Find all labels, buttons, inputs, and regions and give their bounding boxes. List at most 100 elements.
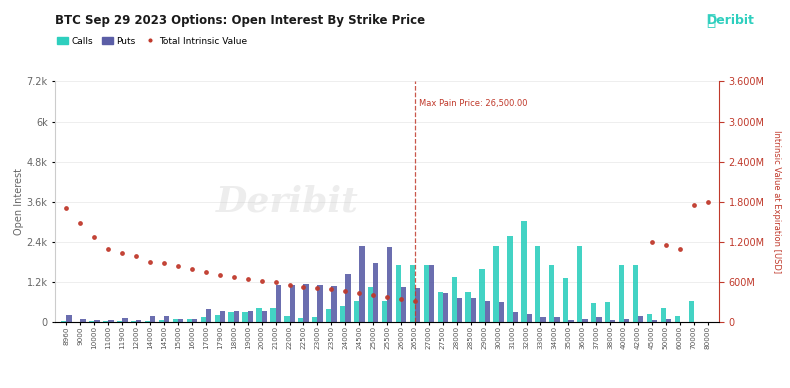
Bar bbox=[243, 312, 248, 322]
Bar bbox=[331, 286, 337, 322]
Bar bbox=[605, 302, 610, 322]
Bar bbox=[61, 321, 66, 322]
Bar bbox=[480, 269, 485, 322]
Point bbox=[325, 286, 337, 293]
Bar bbox=[610, 320, 615, 322]
Point bbox=[102, 246, 115, 252]
Point bbox=[395, 296, 408, 303]
Bar bbox=[465, 292, 471, 322]
Bar bbox=[387, 247, 393, 322]
Point bbox=[228, 274, 240, 280]
Bar bbox=[373, 263, 378, 322]
Bar bbox=[248, 311, 253, 322]
Bar bbox=[289, 285, 295, 322]
Bar bbox=[270, 308, 276, 322]
Bar bbox=[513, 312, 518, 322]
Point bbox=[702, 199, 714, 205]
Bar bbox=[368, 287, 373, 322]
Point bbox=[60, 205, 73, 211]
Point bbox=[408, 298, 421, 305]
Bar bbox=[108, 320, 114, 322]
Bar bbox=[443, 293, 448, 322]
Point bbox=[381, 294, 393, 301]
Bar bbox=[647, 314, 652, 322]
Bar bbox=[345, 274, 351, 322]
Bar bbox=[326, 309, 331, 322]
Bar bbox=[159, 320, 164, 322]
Bar bbox=[303, 284, 309, 322]
Bar bbox=[117, 321, 122, 322]
Bar bbox=[150, 317, 156, 322]
Bar bbox=[81, 319, 85, 322]
Bar bbox=[624, 319, 630, 322]
Bar bbox=[619, 265, 624, 322]
Bar bbox=[507, 236, 513, 322]
Bar bbox=[568, 320, 574, 322]
Bar bbox=[638, 317, 643, 322]
Bar bbox=[186, 319, 192, 322]
Bar bbox=[660, 308, 666, 322]
Bar bbox=[220, 311, 225, 322]
Bar bbox=[94, 320, 100, 322]
Point bbox=[171, 263, 184, 269]
Bar bbox=[103, 321, 108, 322]
Bar bbox=[173, 319, 178, 322]
Text: Max Pain Price: 26,500.00: Max Pain Price: 26,500.00 bbox=[419, 99, 528, 107]
Bar bbox=[206, 309, 211, 322]
Bar bbox=[131, 321, 136, 322]
Point bbox=[158, 260, 171, 266]
Bar bbox=[675, 317, 680, 322]
Bar bbox=[596, 317, 601, 322]
Bar bbox=[89, 321, 94, 322]
Bar bbox=[312, 317, 318, 322]
Bar bbox=[201, 317, 206, 322]
Bar bbox=[359, 246, 364, 322]
Bar bbox=[591, 303, 596, 322]
Point bbox=[311, 285, 324, 291]
Legend: Calls, Puts, Total Intrinsic Value: Calls, Puts, Total Intrinsic Value bbox=[53, 33, 250, 49]
Point bbox=[144, 259, 156, 265]
Bar bbox=[438, 292, 443, 322]
Point bbox=[367, 292, 379, 298]
Point bbox=[660, 242, 672, 248]
Point bbox=[339, 288, 352, 294]
Bar bbox=[261, 311, 267, 322]
Bar bbox=[429, 265, 435, 322]
Bar bbox=[318, 285, 322, 322]
Bar bbox=[493, 246, 498, 322]
Point bbox=[674, 246, 687, 252]
Y-axis label: Open Interest: Open Interest bbox=[13, 168, 24, 235]
Bar bbox=[192, 319, 198, 322]
Point bbox=[645, 239, 658, 245]
Bar bbox=[66, 315, 72, 322]
Bar bbox=[457, 298, 462, 322]
Text: Deribit: Deribit bbox=[706, 14, 754, 27]
Bar bbox=[228, 312, 234, 322]
Bar bbox=[666, 319, 672, 322]
Point bbox=[283, 282, 295, 288]
Bar bbox=[549, 265, 555, 322]
Point bbox=[687, 202, 700, 208]
Point bbox=[269, 279, 282, 286]
Bar bbox=[521, 221, 526, 322]
Point bbox=[116, 249, 129, 256]
Point bbox=[130, 253, 142, 259]
Bar bbox=[164, 317, 169, 322]
Bar bbox=[284, 316, 289, 322]
Bar bbox=[498, 302, 504, 322]
Bar bbox=[577, 246, 582, 322]
Text: Bitcoin options open interest by strike with max pain level. (Deribit): Bitcoin options open interest by strike … bbox=[9, 365, 463, 378]
Bar bbox=[215, 315, 220, 322]
Bar bbox=[689, 301, 694, 322]
Text: BTC Sep 29 2023 Options: Open Interest By Strike Price: BTC Sep 29 2023 Options: Open Interest B… bbox=[55, 14, 426, 27]
Bar bbox=[526, 314, 532, 322]
Bar bbox=[396, 265, 401, 322]
Bar bbox=[540, 317, 546, 322]
Bar bbox=[415, 288, 420, 322]
Bar bbox=[633, 265, 638, 322]
Bar bbox=[485, 301, 490, 322]
Bar bbox=[136, 320, 141, 322]
Point bbox=[74, 220, 87, 226]
Point bbox=[88, 234, 100, 240]
Bar bbox=[423, 265, 429, 322]
